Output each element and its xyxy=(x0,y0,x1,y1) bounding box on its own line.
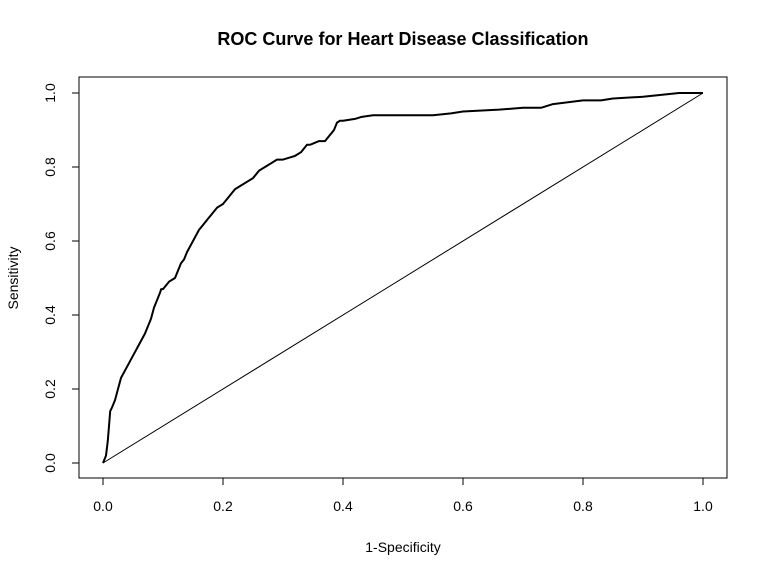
x-tick-label: 0.0 xyxy=(93,498,113,514)
x-tick-label: 0.6 xyxy=(453,498,473,514)
y-tick-label: 0.6 xyxy=(42,231,58,251)
x-tick-label: 0.2 xyxy=(213,498,233,514)
x-tick-label: 0.8 xyxy=(573,498,593,514)
x-tick-label: 1.0 xyxy=(693,498,713,514)
y-axis: 0.0 0.2 0.4 0.6 0.8 1.0 xyxy=(42,83,80,473)
y-tick-label: 1.0 xyxy=(42,83,58,103)
y-tick-label: 0.0 xyxy=(42,453,58,473)
y-axis-label: Sensitivity xyxy=(5,246,21,309)
y-tick-label: 0.4 xyxy=(42,305,58,325)
reference-diagonal-line xyxy=(102,92,704,464)
x-axis-label: 1-Specificity xyxy=(365,539,440,555)
y-tick-label: 0.2 xyxy=(42,379,58,399)
x-axis: 0.0 0.2 0.4 0.6 0.8 1.0 xyxy=(93,477,713,514)
x-tick-label: 0.4 xyxy=(333,498,353,514)
series-layer xyxy=(102,92,704,464)
roc-curve-line xyxy=(102,92,703,464)
y-tick-label: 0.8 xyxy=(42,157,58,177)
chart-title: ROC Curve for Heart Disease Classificati… xyxy=(217,29,589,49)
